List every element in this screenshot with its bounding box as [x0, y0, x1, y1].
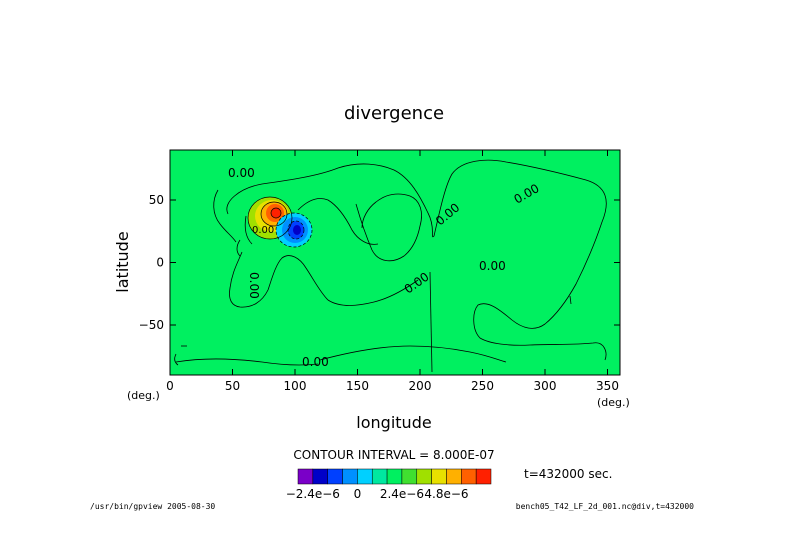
colorbar-swatch [312, 468, 328, 485]
y-axis-label: latitude [113, 231, 132, 292]
y-axis-ticks: 50 0 −50 [139, 193, 620, 332]
colorbar-swatch [475, 468, 492, 485]
colorbar-tick-label: 0 [354, 487, 362, 501]
colorbar-swatch [416, 468, 432, 485]
colorbar-swatch [446, 468, 462, 485]
x-tick-label: 50 [225, 379, 240, 393]
contour-label: 0.00 [247, 272, 261, 299]
y-tick-label: 0 [156, 256, 164, 270]
divergence-dipole [247, 196, 313, 248]
contour-interval-text: CONTOUR INTERVAL = 8.000E-07 [293, 448, 494, 462]
x-axis-ticks: 0 50 100 150 200 250 300 350 [166, 150, 619, 393]
colorbar-swatch [461, 468, 477, 485]
colorbar-swatch [401, 468, 418, 485]
colorbar-swatch [371, 468, 388, 485]
colorbar-tick-label: −2.4e−6 [286, 487, 340, 501]
y-tick-label: −50 [139, 318, 164, 332]
x-tick-label: 0 [166, 379, 174, 393]
chart-title: divergence [344, 103, 444, 124]
contour-label: 0.00 [479, 259, 506, 273]
colorbar [297, 468, 492, 485]
contour-label: 0.00 [302, 355, 329, 369]
colorbar-swatch [327, 468, 343, 485]
time-text: t=432000 sec. [524, 467, 612, 481]
colorbar-swatch [386, 468, 403, 485]
plot-area [170, 150, 620, 375]
colorbar-swatch [297, 468, 314, 485]
contour-label: 0.00 [228, 166, 255, 180]
x-tick-label: 100 [284, 379, 307, 393]
x-tick-label: 150 [346, 379, 369, 393]
colorbar-tick-label: 4.8e−6 [424, 487, 468, 501]
x-tick-label: 300 [534, 379, 557, 393]
x-tick-label: 350 [596, 379, 619, 393]
colorbar-swatch [431, 468, 447, 485]
x-units-label: (deg.) [597, 396, 630, 409]
x-tick-label: 200 [409, 379, 432, 393]
contour-label: 0.00 [252, 225, 274, 236]
x-axis-label: longitude [356, 413, 431, 432]
colorbar-tick-label: 2.4e−6 [380, 487, 424, 501]
y-units-label: (deg.) [127, 389, 160, 402]
contour-lines [174, 159, 607, 373]
colorbar-swatch [342, 468, 358, 485]
y-tick-label: 50 [149, 193, 164, 207]
footer-left: /usr/bin/gpview 2005-08-30 [90, 502, 215, 511]
footer-right: bench05_T42_LF_2d_001.nc@div,t=432000 [516, 502, 694, 511]
x-tick-label: 250 [471, 379, 494, 393]
colorbar-tick-labels: −2.4e−6 0 2.4e−6 4.8e−6 [286, 487, 469, 501]
colorbar-swatch [357, 468, 373, 485]
